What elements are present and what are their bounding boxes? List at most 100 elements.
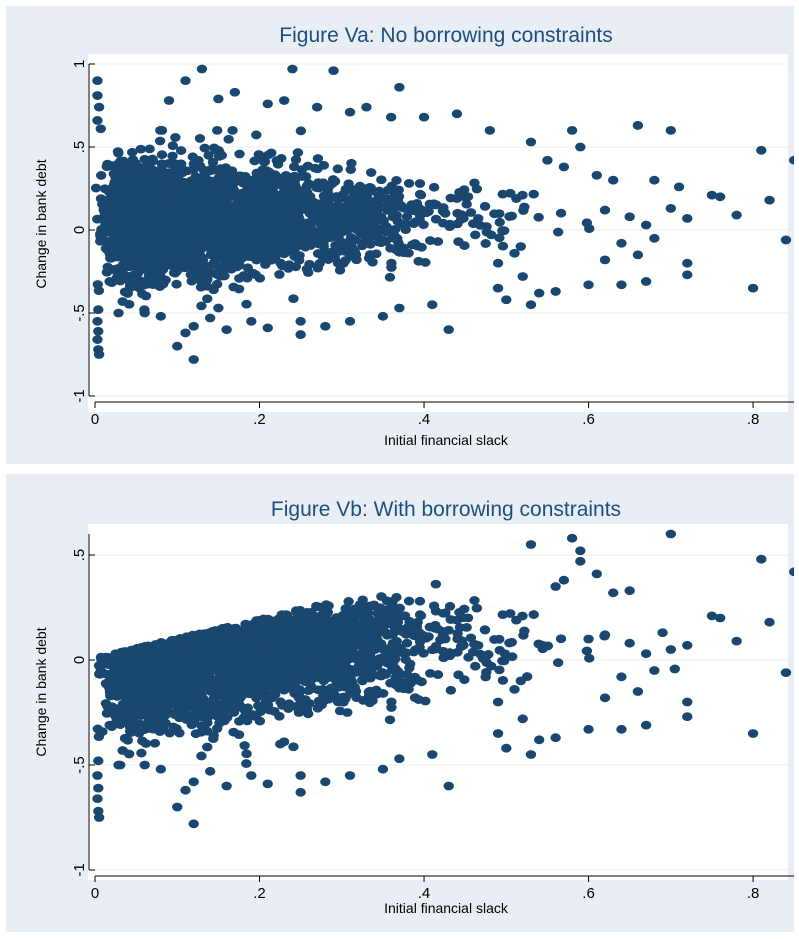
data-point: [357, 695, 369, 705]
data-point: [376, 225, 387, 235]
data-point: [137, 239, 148, 249]
data-point: [151, 202, 162, 212]
data-point: [139, 305, 150, 315]
data-point: [311, 102, 323, 112]
data-point: [306, 217, 317, 227]
data-point: [401, 219, 412, 229]
data-point: [98, 205, 109, 215]
data-point: [175, 238, 186, 248]
data-point: [251, 232, 262, 242]
data-point: [92, 335, 103, 344]
data-point: [228, 727, 239, 737]
data-point: [484, 126, 496, 135]
data-point: [265, 186, 277, 196]
data-point: [234, 273, 245, 283]
data-point: [350, 235, 362, 245]
data-point: [325, 213, 336, 223]
data-point: [288, 294, 299, 303]
data-point: [312, 154, 324, 163]
data-point: [210, 211, 221, 221]
data-point: [311, 183, 322, 192]
data-point: [146, 252, 158, 262]
data-point: [624, 212, 635, 222]
data-point: [414, 596, 426, 606]
data-point: [276, 153, 287, 163]
data-point: [384, 272, 396, 282]
data-point: [159, 232, 171, 242]
y-axis-label: Change in bank debt: [33, 159, 49, 288]
data-point: [682, 213, 693, 223]
data-point: [169, 230, 180, 239]
data-point: [506, 211, 517, 221]
data-point: [250, 270, 261, 280]
data-point: [430, 620, 441, 630]
data-point: [202, 726, 213, 736]
data-point: [521, 672, 533, 681]
data-point: [93, 350, 105, 359]
data-point: [160, 193, 172, 202]
data-point: [489, 635, 500, 644]
data-point: [239, 194, 251, 204]
data-point: [292, 148, 304, 157]
data-point: [492, 283, 504, 293]
data-point: [107, 188, 118, 198]
data-point: [414, 642, 425, 652]
data-point: [177, 168, 188, 178]
data-point: [92, 91, 103, 100]
data-point: [396, 203, 408, 212]
data-point: [198, 165, 210, 175]
data-point: [616, 238, 627, 248]
data-point: [764, 195, 775, 205]
data-point: [276, 199, 287, 208]
data-point: [318, 253, 329, 263]
data-point: [363, 202, 374, 212]
data-point: [137, 289, 148, 299]
data-point: [377, 311, 389, 321]
data-point: [315, 219, 326, 229]
data-point: [188, 321, 199, 331]
data-point: [305, 238, 316, 248]
data-point: [425, 236, 436, 245]
data-point: [199, 143, 210, 153]
data-point: [528, 610, 539, 619]
data-point: [346, 241, 357, 251]
data-point: [632, 121, 644, 130]
data-point: [492, 258, 504, 268]
data-point: [266, 148, 277, 158]
data-point: [124, 722, 136, 731]
data-point: [470, 661, 481, 671]
data-point: [170, 133, 181, 142]
data-point: [288, 162, 300, 172]
data-point: [124, 244, 136, 254]
data-point: [332, 164, 343, 174]
data-point: [301, 189, 313, 199]
data-point: [334, 265, 346, 275]
data-point: [287, 64, 298, 74]
data-point: [211, 279, 223, 289]
x-tick-label: .8: [747, 411, 760, 428]
data-point: [101, 162, 113, 172]
data-point: [480, 239, 491, 248]
data-point: [130, 254, 142, 264]
data-point: [245, 183, 256, 193]
data-point: [649, 233, 660, 243]
data-point: [387, 596, 398, 606]
data-point: [137, 264, 149, 274]
data-point: [202, 742, 213, 752]
data-point: [358, 230, 370, 240]
data-point: [385, 243, 396, 253]
data-point: [93, 305, 104, 315]
data-point: [251, 130, 262, 140]
data-point: [264, 254, 276, 263]
data-point: [533, 212, 544, 222]
data-point: [254, 214, 265, 224]
data-point: [213, 94, 224, 104]
data-point: [463, 652, 474, 662]
data-point: [494, 217, 505, 227]
data-point: [555, 634, 567, 644]
data-point: [234, 716, 245, 726]
data-point: [149, 738, 161, 748]
y-tick-label: .5: [71, 141, 88, 154]
data-point: [113, 203, 125, 213]
data-point: [581, 646, 593, 656]
